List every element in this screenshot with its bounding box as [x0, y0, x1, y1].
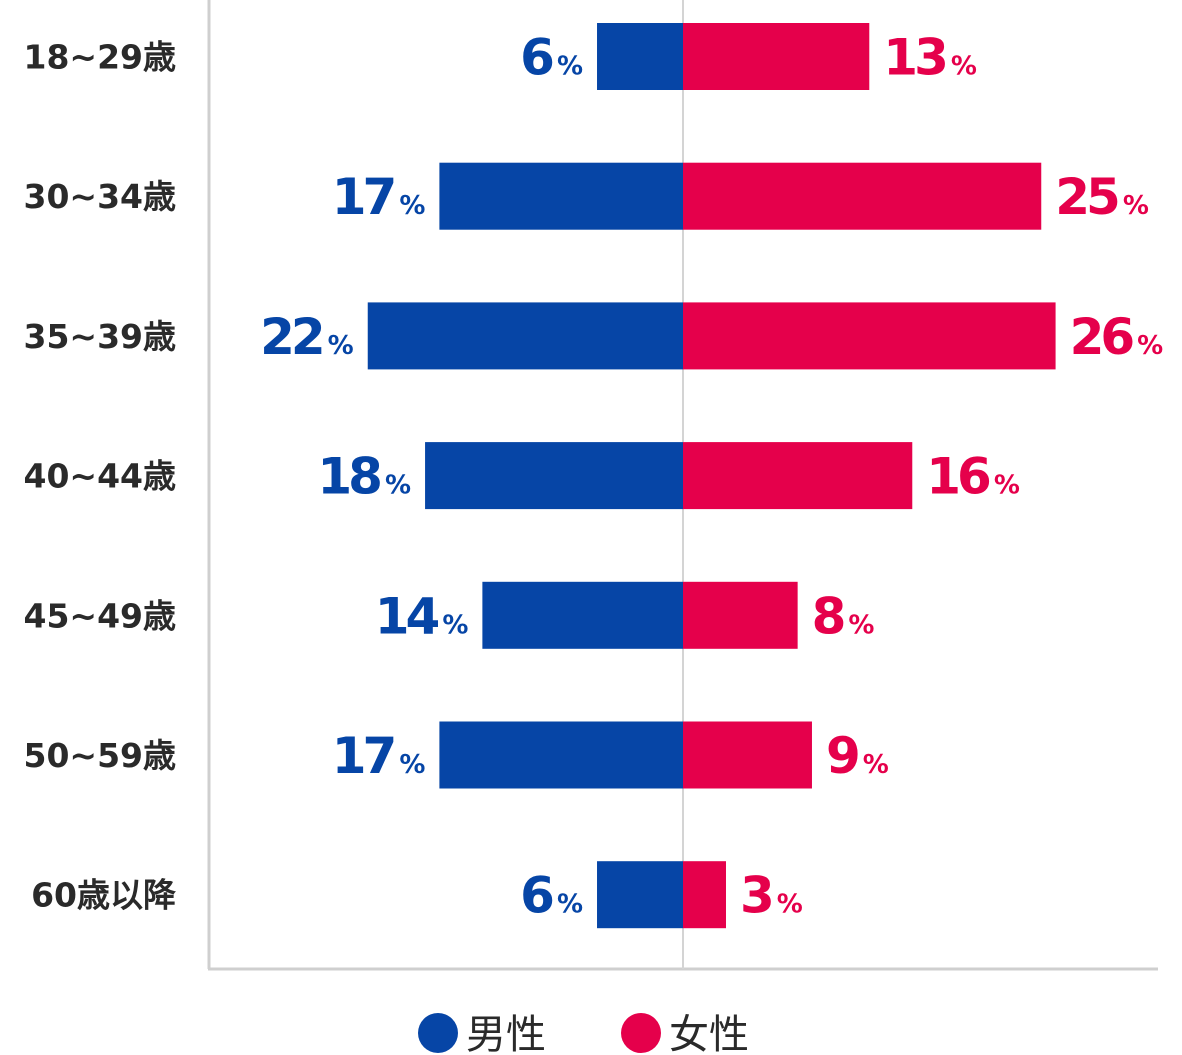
- male-value-number: 6: [520, 29, 553, 87]
- male-value-unit: %: [557, 890, 583, 920]
- male-value-unit: %: [557, 52, 583, 82]
- male-bar: [597, 23, 683, 90]
- male-value-label: 6%: [520, 29, 583, 87]
- female-value-unit: %: [1137, 331, 1163, 361]
- female-value-unit: %: [848, 610, 874, 640]
- female-value-number: 16: [926, 448, 990, 506]
- legend: 男性 女性: [418, 1012, 749, 1055]
- male-value-unit: %: [399, 191, 425, 221]
- female-value-label: 8%: [812, 587, 875, 645]
- male-value-label: 6%: [520, 867, 583, 925]
- female-value-unit: %: [1123, 191, 1149, 221]
- female-value-unit: %: [951, 52, 977, 82]
- legend-label: 男性: [466, 1012, 546, 1055]
- male-value-number: 6: [520, 867, 553, 925]
- female-bar: [683, 162, 1042, 230]
- female-bar: [683, 861, 726, 929]
- female-value-number: 3: [740, 867, 771, 925]
- male-value-label: 14%: [375, 587, 469, 645]
- male-bar: [439, 721, 683, 789]
- category-label: 40~44歳: [24, 457, 177, 496]
- legend-marker: [418, 1013, 458, 1053]
- female-value-label: 3%: [740, 867, 803, 925]
- male-value-number: 17: [332, 727, 394, 785]
- female-value-number: 26: [1070, 308, 1134, 366]
- female-bar: [683, 302, 1056, 370]
- category-label: 35~39歳: [24, 317, 177, 356]
- male-value-unit: %: [328, 331, 354, 361]
- female-bar: [683, 721, 812, 789]
- female-value-label: 13%: [883, 29, 977, 87]
- female-value-number: 9: [826, 727, 858, 785]
- female-value-number: 13: [883, 29, 945, 87]
- female-value-unit: %: [863, 750, 889, 780]
- female-value-label: 25%: [1055, 168, 1149, 226]
- male-value-unit: %: [442, 610, 468, 640]
- legend-label: 女性: [669, 1012, 749, 1055]
- category-label: 30~34歳: [24, 177, 177, 216]
- category-label: 45~49歳: [24, 596, 177, 635]
- male-value-label: 17%: [332, 168, 426, 226]
- female-value-label: 26%: [1070, 308, 1164, 366]
- female-bars: [683, 23, 1056, 929]
- female-value-label: 9%: [826, 727, 889, 785]
- female-bar: [683, 581, 798, 649]
- male-bar: [367, 302, 683, 370]
- male-bar: [439, 162, 683, 230]
- legend-marker: [621, 1013, 661, 1053]
- female-value-label: 16%: [926, 448, 1020, 506]
- value-labels: 6% 13 %17% 25 %22% 26 %18% 16 %14% 8 %17% 9 %6% 3%: [260, 29, 1163, 925]
- male-bars: [367, 23, 683, 929]
- female-bar: [683, 23, 870, 90]
- male-bar: [425, 442, 683, 510]
- female-value-number: 8: [812, 587, 844, 645]
- male-value-label: 22%: [260, 308, 354, 366]
- male-bar: [597, 861, 683, 929]
- female-value-unit: %: [994, 471, 1020, 501]
- category-label: 18~29歳: [24, 38, 177, 77]
- male-value-number: 17: [332, 168, 394, 226]
- category-labels: 18~29歳 30~34歳 35~39歳 40~44歳 45~49歳 50~59歳 60歳以…: [24, 38, 177, 915]
- female-value-number: 25: [1055, 168, 1118, 226]
- male-value-unit: %: [399, 750, 425, 780]
- male-value-number: 22: [260, 308, 322, 366]
- male-value-number: 14: [375, 587, 439, 645]
- male-bar: [482, 581, 683, 649]
- male-value-label: 17%: [332, 727, 426, 785]
- male-value-number: 18: [317, 448, 380, 506]
- female-bar: [683, 442, 913, 510]
- category-label: 50~59歳: [24, 736, 177, 775]
- category-label: 60歳以降: [31, 876, 177, 915]
- male-value-unit: %: [385, 471, 411, 501]
- male-value-label: 18%: [317, 448, 411, 506]
- female-value-unit: %: [777, 890, 803, 920]
